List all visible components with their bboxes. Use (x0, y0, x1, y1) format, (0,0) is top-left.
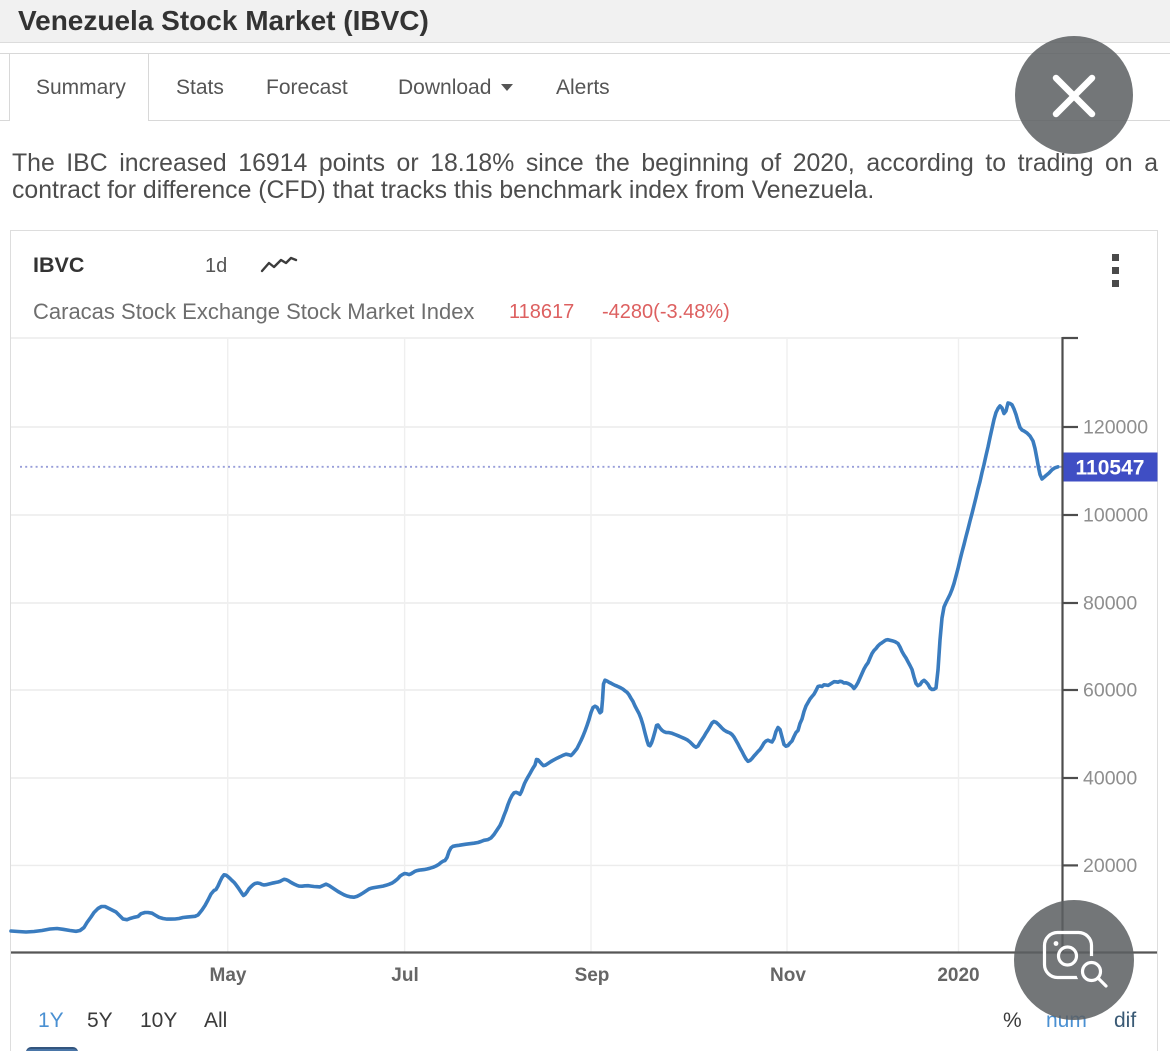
svg-text:100000: 100000 (1083, 505, 1148, 527)
svg-text:Sep: Sep (575, 965, 610, 986)
svg-text:Nov: Nov (770, 965, 806, 986)
svg-text:May: May (210, 965, 247, 986)
svg-text:60000: 60000 (1083, 680, 1137, 702)
svg-text:110547: 110547 (1076, 457, 1145, 480)
svg-text:2020: 2020 (937, 965, 979, 986)
svg-text:120000: 120000 (1083, 417, 1148, 439)
svg-text:80000: 80000 (1083, 593, 1137, 615)
svg-text:Jul: Jul (391, 965, 418, 986)
svg-text:40000: 40000 (1083, 768, 1137, 790)
svg-text:20000: 20000 (1083, 855, 1137, 877)
